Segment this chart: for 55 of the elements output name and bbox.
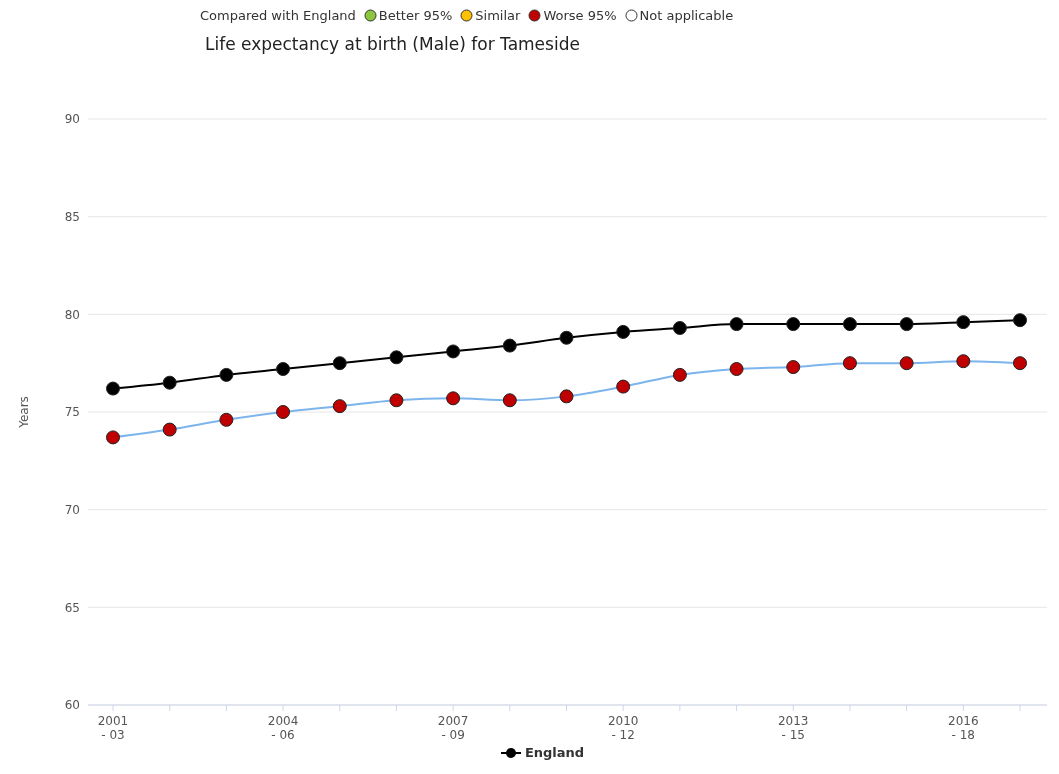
point bbox=[389, 350, 404, 365]
x-tick-label: 2016 - 18 bbox=[948, 714, 979, 742]
point bbox=[729, 317, 744, 332]
point bbox=[162, 422, 177, 437]
point bbox=[446, 344, 461, 359]
point bbox=[899, 356, 914, 371]
point bbox=[162, 375, 177, 390]
y-tick-label: 85 bbox=[64, 209, 80, 224]
point bbox=[616, 379, 631, 394]
chart-title: Life expectancy at birth (Male) for Tameside bbox=[205, 34, 580, 54]
point bbox=[1013, 356, 1027, 371]
text: Not applicable bbox=[639, 8, 734, 23]
point bbox=[446, 391, 461, 406]
point bbox=[729, 362, 744, 377]
point bbox=[842, 356, 857, 371]
point bbox=[1013, 313, 1027, 328]
text: Similar bbox=[475, 8, 521, 23]
text: Better 95% bbox=[378, 8, 453, 23]
point bbox=[276, 405, 291, 419]
y-tick-label: 80 bbox=[64, 307, 80, 322]
point bbox=[956, 354, 971, 369]
point bbox=[332, 399, 347, 414]
point bbox=[899, 317, 914, 332]
y-axis-title: Years bbox=[17, 396, 32, 429]
y-tick-label: 70 bbox=[64, 502, 80, 517]
x-tick-label: 2013 - 15 bbox=[777, 714, 809, 742]
point bbox=[842, 317, 857, 332]
x-tick-label: 2007 - 09 bbox=[437, 714, 469, 742]
point bbox=[616, 324, 631, 339]
x-tick-label: 2010 - 12 bbox=[607, 714, 639, 742]
point bbox=[672, 367, 687, 382]
legend-label: England bbox=[524, 745, 585, 760]
point bbox=[389, 393, 404, 408]
point bbox=[786, 360, 801, 375]
point bbox=[502, 338, 517, 353]
point bbox=[219, 412, 234, 427]
point bbox=[276, 362, 291, 377]
point bbox=[559, 330, 574, 345]
y-tick-label: 75 bbox=[64, 405, 80, 420]
legend-title: Compared with England bbox=[200, 8, 356, 23]
point bbox=[332, 356, 347, 371]
point bbox=[786, 317, 801, 332]
point bbox=[502, 393, 517, 408]
point bbox=[106, 430, 120, 445]
y-tick-label: 90 bbox=[64, 112, 80, 127]
x-tick-label: 2001 - 03 bbox=[97, 714, 129, 742]
point bbox=[106, 381, 120, 396]
text: Worse 95% bbox=[543, 8, 617, 23]
x-tick-label: 2004 - 06 bbox=[267, 714, 299, 742]
point bbox=[956, 315, 971, 330]
y-tick-label: 65 bbox=[64, 600, 80, 615]
point bbox=[672, 321, 687, 336]
point bbox=[559, 389, 574, 404]
point bbox=[219, 367, 234, 382]
y-tick-label: 60 bbox=[64, 698, 80, 713]
